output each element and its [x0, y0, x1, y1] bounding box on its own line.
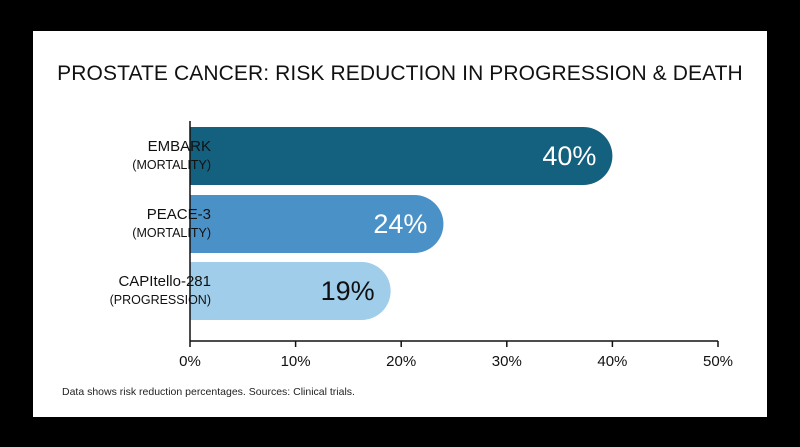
x-tick-label: 30%: [492, 353, 522, 370]
chart-card: PROSTATE CANCER: RISK REDUCTION IN PROGR…: [33, 31, 767, 417]
x-tick-label: 10%: [281, 353, 311, 370]
bar-chart: 40% 24% 19% 0% 10% 20% 30% 40% 50%: [179, 121, 733, 370]
bar-value-label: 24%: [373, 209, 427, 239]
category-name: PEACE-3: [146, 206, 211, 223]
chart-title: PROSTATE CANCER: RISK REDUCTION IN PROGR…: [57, 62, 743, 85]
bar-2: [190, 195, 444, 253]
category-subtitle: (MORTALITY): [132, 158, 211, 172]
category-name: EMBARK: [147, 138, 211, 155]
category-name: CAPItello-281: [118, 273, 211, 290]
x-tick-label: 50%: [703, 353, 733, 370]
x-tick-label: 20%: [386, 353, 416, 370]
bar-1: [190, 127, 613, 185]
bar-value-label: 19%: [321, 276, 375, 306]
category-subtitle: (PROGRESSION): [109, 293, 211, 307]
category-label: CAPItello-281 (PROGRESSION): [110, 273, 211, 309]
category-label: PEACE-3 (MORTALITY): [132, 206, 211, 242]
bar-value-label: 40%: [542, 141, 596, 171]
footnote: Data shows risk reduction percentages. S…: [62, 386, 355, 398]
x-tick-label: 0%: [179, 353, 201, 370]
x-tick-label: 40%: [597, 353, 627, 370]
bar-3: [190, 262, 391, 320]
category-subtitle: (MORTALITY): [132, 226, 211, 240]
category-label: EMBARK (MORTALITY): [132, 138, 211, 174]
